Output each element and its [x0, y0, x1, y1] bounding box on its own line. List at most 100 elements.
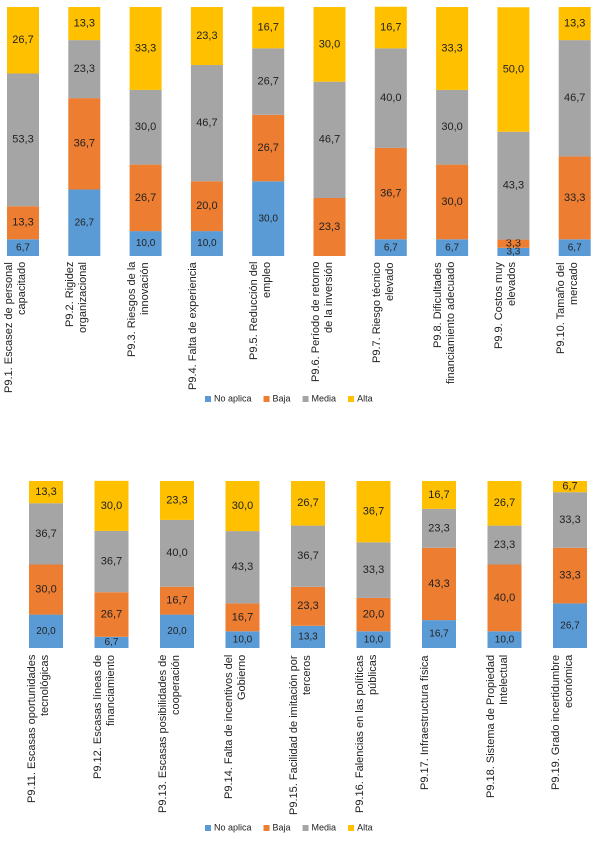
bar-segment	[225, 603, 260, 632]
category-label: P9.16. Falencias en las políticas públic…	[353, 655, 379, 813]
value-label: 53,3	[12, 134, 33, 146]
bar-segment	[225, 531, 260, 604]
value-label: 30,0	[232, 500, 253, 512]
bar-segment	[225, 481, 260, 532]
value-label: 26,7	[257, 142, 278, 154]
value-label: 13,3	[74, 17, 95, 29]
value-label: 30,0	[441, 196, 462, 208]
legend-label: No aplica	[214, 822, 252, 832]
bar-segment	[94, 636, 129, 648]
value-label: 20,0	[36, 626, 56, 637]
value-label: 50,0	[503, 63, 524, 75]
legend-label: Media	[312, 393, 337, 403]
value-label: 23,3	[297, 600, 318, 612]
value-label: 26,7	[257, 75, 278, 87]
value-label: 16,7	[380, 21, 401, 33]
legend-label: Alta	[357, 822, 373, 832]
bar-segment	[553, 481, 587, 493]
value-label: 10,0	[233, 634, 253, 645]
value-label: 13,3	[564, 17, 585, 29]
bar-segment	[487, 564, 522, 632]
bar-segment	[374, 6, 407, 49]
bar-segment	[29, 564, 63, 615]
bar-segment	[291, 625, 325, 648]
value-label: 10,0	[495, 634, 515, 645]
value-label: 36,7	[380, 188, 401, 200]
bar-segment	[553, 492, 587, 548]
value-label: 26,7	[75, 217, 95, 228]
value-label: 26,7	[101, 608, 122, 620]
bar-segment	[291, 586, 325, 626]
bar-segment	[313, 81, 346, 198]
value-label: 36,7	[101, 555, 122, 567]
value-label: 16,7	[232, 611, 253, 623]
legend-swatch	[205, 396, 211, 402]
legend-label: Media	[312, 822, 337, 832]
bar-segment	[29, 503, 63, 565]
bar-segment	[225, 631, 260, 648]
category-label: P9.9. Costos muy elevados	[493, 262, 519, 349]
category-label: P9.17. Infraestructura física	[419, 655, 431, 790]
value-label: 33,3	[559, 514, 580, 526]
legend-label: No aplica	[214, 393, 252, 403]
bar-segment	[7, 7, 39, 74]
value-label: 23,3	[166, 494, 187, 506]
bar-segment	[558, 156, 591, 240]
value-label: 3,3	[506, 238, 521, 250]
bar-segment	[313, 197, 346, 256]
value-label: 23,3	[196, 30, 217, 42]
bar-segment	[252, 181, 285, 256]
bar-segment	[436, 7, 469, 90]
bar-segment	[356, 481, 391, 543]
value-label: 43,3	[232, 561, 253, 573]
bar-segment	[356, 597, 391, 632]
value-label: 16,7	[428, 489, 449, 501]
value-label: 33,3	[441, 42, 462, 54]
value-label: 20,0	[196, 200, 217, 212]
bar-segment	[356, 631, 391, 648]
bar-segment	[252, 6, 285, 49]
bar-segment	[422, 620, 456, 648]
value-label: 26,7	[560, 620, 580, 631]
bar-segment	[94, 530, 129, 593]
value-label: 36,7	[297, 550, 318, 562]
value-label: 30,0	[319, 38, 340, 50]
value-label: 26,7	[297, 497, 318, 509]
category-label: P9.11. Escasas oportunidades tecnológica…	[26, 655, 51, 804]
bar-segment	[129, 7, 162, 90]
value-label: 40,0	[166, 547, 187, 559]
value-label: 6,7	[562, 481, 577, 493]
bar-segment	[129, 231, 162, 256]
category-label: P9.18. Sistema de Propiedad Intelectual	[484, 655, 510, 799]
value-label: 30,0	[258, 213, 278, 224]
value-label: 20,0	[167, 626, 187, 637]
category-label: P9.8. Dificultades financiamiento adecua…	[432, 262, 458, 385]
bar-segment	[94, 592, 129, 637]
value-label: 10,0	[364, 634, 384, 645]
value-label: 6,7	[105, 637, 119, 648]
bar-segment	[291, 525, 325, 587]
category-label: P9.19. Grado incertidumbre económica	[550, 655, 575, 791]
value-label: 26,7	[12, 34, 33, 46]
bar-segment	[356, 542, 391, 598]
category-label: P9.1. Escasez de personal capacitado	[3, 262, 28, 393]
category-label: P9.3. Riesgos de la innovación	[125, 262, 151, 358]
legend-swatch	[302, 396, 309, 402]
legend-swatch	[205, 825, 211, 831]
bar-segment	[436, 164, 469, 240]
bar-segment	[497, 247, 530, 256]
bar-segment	[313, 7, 346, 82]
bar-segment	[497, 239, 530, 248]
category-label: P9.4. Falta de experiencia	[186, 262, 199, 390]
bar-segment	[291, 481, 325, 526]
value-label: 46,7	[564, 92, 585, 104]
bar-segment	[252, 114, 285, 182]
value-label: 3,3	[506, 247, 520, 258]
bar-segment	[497, 131, 530, 240]
bar-segment	[252, 48, 285, 115]
bar-segment	[422, 547, 456, 621]
value-label: 46,7	[196, 117, 217, 129]
bar-segment	[29, 614, 63, 648]
bar-segment	[190, 181, 223, 232]
